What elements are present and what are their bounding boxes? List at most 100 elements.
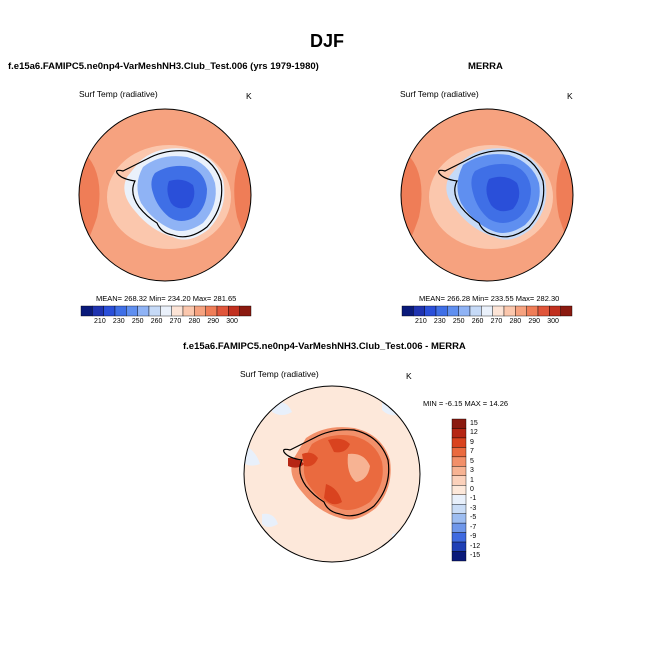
panel1-units-label: K [246,91,252,101]
diff-colorbar-tick-label: -3 [470,504,477,512]
panel1-colorbar-box [171,305,184,317]
panel1-colorbar-box [216,305,229,317]
diff-colorbar-box [451,428,467,439]
panel1-stats: MEAN= 268.32 Min= 234.20 Max= 281.65 [96,294,237,303]
main-title: DJF [309,31,344,51]
panel2-colorbar-box [526,305,539,317]
panel2-colorbar-box [435,305,448,317]
panel1-colorbar-box [239,305,252,317]
panel2-colorbar-box [401,305,414,317]
diff-variable-label: Surf Temp (radiative) [240,369,319,379]
diff-colorbar-tick-label: 5 [470,457,474,465]
diff-hot-patch [328,438,350,453]
panel1-colorbar [80,305,252,317]
panel2-colorbar-tick-label: 250 [452,318,465,325]
panel2-colorbar-box [537,305,550,317]
panel2-colorbar-tick-label: 230 [433,318,446,325]
diff-colorbar-box [451,485,467,495]
panel2-colorbar-box [469,305,482,317]
panel2-title: MERRA [468,61,503,72]
panel1-colorbar-tick-label: 300 [226,318,238,325]
panel2-map [400,108,574,282]
panel1-colorbar-tick-label: 260 [150,318,163,325]
panel2-units-label: K [567,91,573,101]
panel1-colorbar-tick-label: 250 [131,318,144,325]
panel2-coldest-core [486,176,520,212]
panel2-colorbar-tick-label: 300 [547,318,559,325]
panel1-map-border [78,108,252,282]
panel1-colorbar-box [92,305,104,317]
diff-colorbar-tick-label: 15 [470,419,478,427]
diff-colorbar-box [451,503,467,514]
panel2-stats: MEAN= 266.28 Min= 233.55 Max= 282.30 [419,294,560,303]
diff-colorbar-tick-label: -12 [470,542,481,550]
panel2-colorbar-tick-label: 270 [490,318,503,325]
panel1-colorbar-box [148,305,161,317]
diff-colorbar-box [451,541,467,552]
panel1-colorbar-tick-label: 290 [207,318,220,325]
panel1-colorbar-box [114,305,127,317]
panel2-colorbar-tick-label: 260 [471,318,484,325]
panel2-colorbar-box [413,305,425,317]
panel1-colorbar-tick-label: 270 [169,318,182,325]
panel2-colorbar-box [560,305,573,317]
diff-cool-patch [262,513,278,527]
panel2-variable-label: Surf Temp (radiative) [400,89,479,99]
panel1-colorbar-tick-label: 230 [112,318,125,325]
diff-colorbar-tick-label: -15 [470,552,481,560]
diff-colorbar-box [451,456,467,467]
panel1-colorbar-box [194,305,206,317]
panel1-colorbar-box [182,305,195,317]
panel1-colorbar-tick-label: 280 [188,318,201,325]
panel1-variable-label: Surf Temp (radiative) [79,89,158,99]
panel2-colorbar-box [492,305,505,317]
diff-title: f.e15a6.FAMIPC5.ne0np4-VarMeshNH3.Club_T… [183,341,466,352]
panel2-colorbar [401,305,573,317]
panel1-colorbar-box [103,305,116,317]
diff-mild-patch [347,453,370,482]
panel1-colorbar-box [137,305,150,317]
diff-colorbar-tick-label: -9 [470,533,477,541]
diff-colorbar-box [451,513,467,524]
panel1-map [78,108,252,282]
panel1-colorbar-box [205,305,218,317]
diff-colorbar [451,418,467,562]
diff-colorbar-tick-label: 9 [470,438,474,446]
panel1-colorbar-box [160,305,172,317]
diff-colorbar-box [451,532,467,543]
panel1-title: f.e15a6.FAMIPC5.ne0np4-VarMeshNH3.Club_T… [8,61,319,72]
diff-map [243,385,421,563]
diff-colorbar-box [451,447,467,458]
diff-colorbar-box [451,551,467,562]
diff-colorbar-tick-label: -7 [470,523,477,531]
panel2-colorbar-ticks: 210 230 250 260 270 280 290 300 [402,318,572,328]
panel2-coastline [438,150,545,238]
panel2-colorbar-box [503,305,516,317]
diff-colorbar-tick-label: 1 [470,476,474,484]
panel1-colorbar-box [80,305,93,317]
panel1-coldest-core [167,179,195,209]
panel2-colorbar-box [481,305,493,317]
diff-colorbar-tick-label: -1 [470,495,477,503]
diff-colorbar-tick-label: 0 [470,486,474,493]
diff-colorbar-box [451,522,467,533]
panel1-colorbar-box [126,305,138,317]
diff-colorbar-tick-label: 3 [470,467,474,475]
panel2-map-border [400,108,574,282]
panel2-colorbar-tick-label: 280 [509,318,522,325]
diff-colorbar-tick-label: 12 [470,429,478,437]
diff-hot-patch [324,484,342,505]
panel1-colorbar-box [228,305,240,317]
diff-colorbar-ticks: 15 12 9 7 5 3 1 0 -1 -3 -5 -7 -9 -12 -15 [468,419,492,561]
panel2-colorbar-tick-label: 210 [415,318,427,325]
diff-colorbar-box [451,418,467,429]
panel1-colorbar-ticks: 210 230 250 260 270 280 290 300 [81,318,251,328]
diff-colorbar-tick-label: -5 [470,514,477,522]
diff-colorbar-tick-label: 7 [470,448,474,456]
panel1-colorbar-tick-label: 210 [94,318,106,325]
panel2-colorbar-box [424,305,437,317]
diff-coastline [283,429,390,517]
diff-colorbar-box [451,437,467,448]
diff-colorbar-box [451,466,467,476]
panel1-coastline [116,150,223,238]
